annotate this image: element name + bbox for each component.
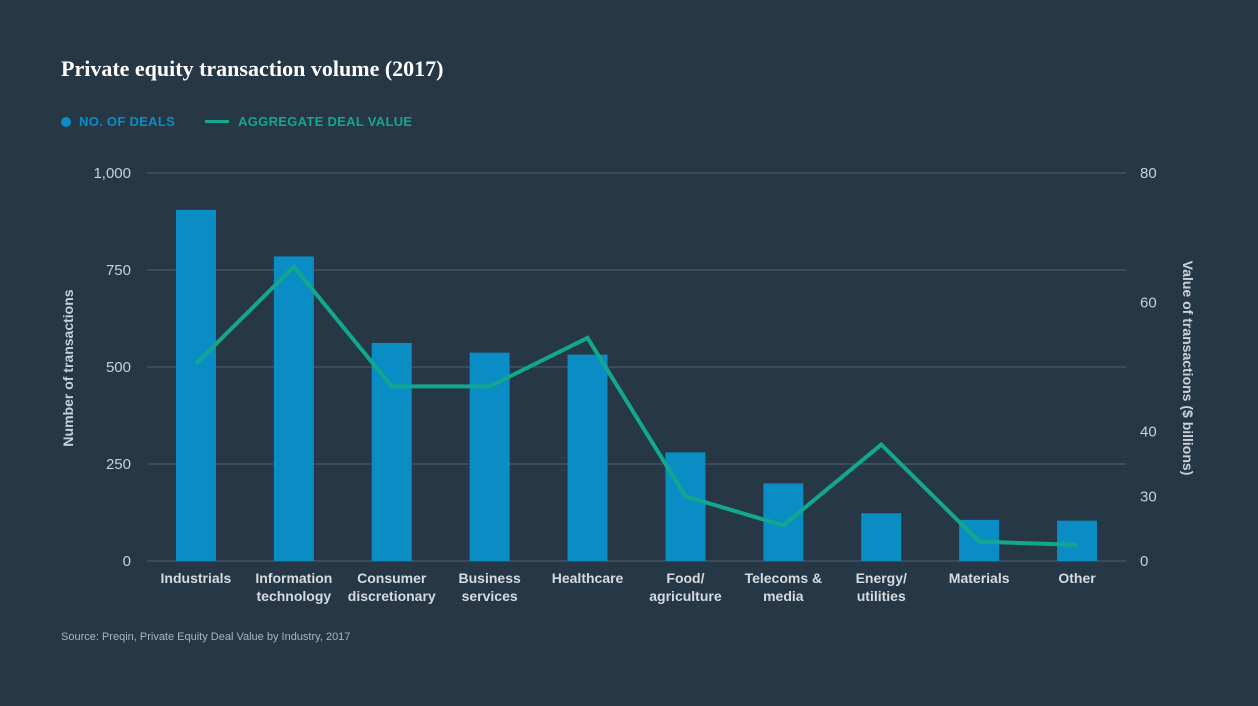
x-tick-label-line: technology [257,588,332,604]
legend-item-deals: NO. OF DEALS [61,114,175,129]
x-tick-label: Other [1058,570,1096,586]
y-tick-label-left: 750 [106,262,131,279]
legend-line-icon [205,120,230,123]
x-tick-label-line: Industrials [161,570,232,586]
bar [1057,520,1098,561]
x-tick-label: Energy/utilities [856,570,907,604]
x-tick-label-line: Information [255,570,332,586]
bar [665,452,706,561]
x-tick-label-line: Food/ [666,570,704,586]
x-tick-label-line: Healthcare [552,570,624,586]
legend-label-value: AGGREGATE DEAL VALUE [238,114,413,129]
y-tick-label-right: 30 [1140,488,1157,505]
y-tick-label-right: 60 [1140,294,1157,311]
x-tick-label: Industrials [161,570,232,586]
x-tick-label: Consumer discretionary [348,570,436,604]
x-tick-label-line: utilities [857,588,906,604]
bar [273,256,314,561]
bar [861,513,902,561]
y-tick-label-left: 500 [106,359,131,376]
x-tick-label-line: Materials [949,570,1010,586]
y-tick-label-left: 1,000 [93,165,131,182]
x-tick-label-line: discretionary [348,588,436,604]
x-tick-label-line: Telecoms & [745,570,823,586]
bar [469,352,510,561]
chart-legend: NO. OF DEALS AGGREGATE DEAL VALUE [61,114,442,129]
legend-label-deals: NO. OF DEALS [79,114,176,129]
x-tick-label-line: Energy/ [856,570,907,586]
y-tick-label-right: 80 [1140,165,1157,182]
legend-dot-icon [61,116,71,127]
x-tick-label: Telecoms & media [745,570,823,604]
legend-item-value: AGGREGATE DEAL VALUE [205,114,412,129]
x-tick-label: Information technology [255,570,332,604]
x-tick-label-line: Other [1058,570,1096,586]
x-tick-label: Healthcare [552,570,624,586]
x-tick-label-line: media [763,588,804,604]
y-axis-title-left: Number of transactions [60,289,76,446]
y-tick-label-left: 0 [123,553,131,570]
x-tick-label-line: Business [459,570,521,586]
bar [567,354,608,561]
bar [371,342,412,561]
source-note: Source: Preqin, Private Equity Deal Valu… [61,631,351,643]
chart-title: Private equity transaction volume (2017) [61,56,444,81]
x-tick-label-line: Consumer [357,570,427,586]
x-tick-label: Food/agriculture [649,570,722,604]
y-tick-label-right: 40 [1140,424,1157,441]
x-tick-label: Materials [949,570,1010,586]
y-axis-title-right: Value of transactions ($ billions) [1180,261,1196,476]
y-tick-label-right: 0 [1140,553,1148,570]
x-tick-label-line: agriculture [649,588,722,604]
x-tick-label-line: services [462,588,518,604]
bar [175,209,216,562]
y-tick-label-left: 250 [106,456,131,473]
x-tick-label: Business services [459,570,521,604]
series-line [194,263,1078,547]
